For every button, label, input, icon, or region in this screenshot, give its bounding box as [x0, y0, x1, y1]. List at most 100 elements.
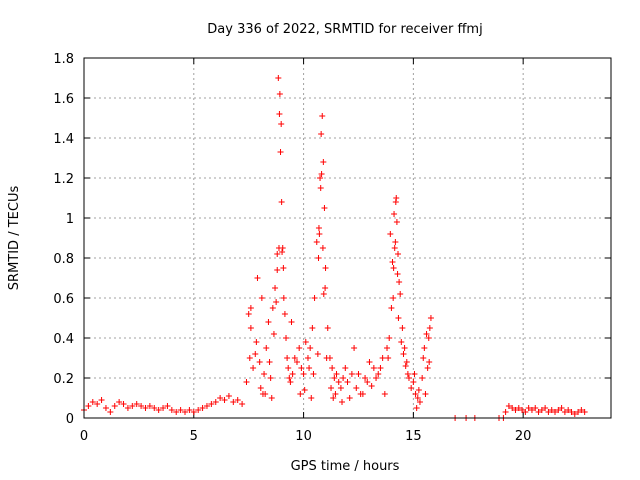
data-point	[346, 395, 353, 401]
data-point	[377, 365, 384, 371]
data-point	[243, 379, 250, 385]
y-tick-label: 1.6	[53, 92, 74, 107]
data-point	[94, 401, 101, 407]
data-point	[278, 199, 285, 205]
data-point	[408, 385, 415, 391]
data-point	[581, 409, 588, 415]
data-point	[298, 365, 305, 371]
data-point	[296, 345, 303, 351]
data-point	[379, 355, 386, 361]
data-point	[552, 409, 559, 415]
data-point	[259, 391, 266, 397]
y-tick-label: 0.6	[53, 292, 74, 307]
data-point	[545, 409, 552, 415]
data-point	[168, 407, 175, 413]
data-point	[203, 403, 210, 409]
data-point	[502, 409, 509, 415]
data-point	[107, 409, 114, 415]
data-point	[320, 159, 327, 165]
data-point	[309, 325, 316, 331]
data-point	[146, 403, 153, 409]
x-tick-label: 5	[190, 429, 198, 444]
x-tick-label: 15	[405, 429, 422, 444]
data-point	[333, 371, 340, 377]
data-point	[387, 231, 394, 237]
data-point	[568, 409, 575, 415]
data-point	[535, 409, 542, 415]
data-point	[177, 407, 184, 413]
data-point	[261, 371, 268, 377]
data-point	[395, 251, 402, 257]
data-point	[311, 295, 318, 301]
data-point	[340, 375, 347, 381]
data-point	[404, 371, 411, 377]
data-point	[388, 305, 395, 311]
data-point	[253, 339, 260, 345]
data-point	[342, 365, 349, 371]
data-point	[389, 259, 396, 265]
data-point	[366, 359, 373, 365]
data-point	[393, 219, 400, 225]
x-axis-label: GPS time / hours	[291, 459, 400, 474]
data-point	[246, 355, 253, 361]
data-point	[415, 387, 422, 393]
data-point	[405, 375, 412, 381]
data-point	[277, 149, 284, 155]
data-point	[280, 265, 287, 271]
data-point	[399, 325, 406, 331]
data-point	[288, 319, 295, 325]
data-point	[322, 285, 329, 291]
data-point	[373, 375, 380, 381]
data-point	[414, 395, 421, 401]
data-point	[391, 245, 398, 251]
data-point	[425, 335, 432, 341]
data-point	[151, 405, 158, 411]
data-point	[283, 335, 290, 341]
data-point	[324, 325, 331, 331]
data-point	[320, 291, 327, 297]
data-point	[250, 365, 257, 371]
data-point	[293, 359, 300, 365]
data-point	[195, 407, 202, 413]
data-point	[351, 345, 358, 351]
data-point	[208, 401, 215, 407]
y-tick-label: 0.8	[53, 252, 74, 267]
data-point	[364, 379, 371, 385]
data-point	[276, 111, 283, 117]
data-point	[289, 371, 296, 377]
data-point	[411, 371, 418, 377]
chart-title: Day 336 of 2022, SRMTID for receiver ffm…	[207, 22, 482, 37]
data-point	[116, 399, 123, 405]
data-point	[85, 403, 92, 409]
data-point	[328, 385, 335, 391]
data-point	[256, 359, 263, 365]
data-point	[268, 395, 275, 401]
data-point	[512, 407, 519, 413]
y-axis-label: SRMTID / TECUs	[7, 186, 22, 291]
data-point	[111, 403, 118, 409]
grid	[84, 58, 611, 418]
data-point	[281, 311, 288, 317]
data-point	[413, 405, 420, 411]
data-point	[385, 355, 392, 361]
x-tick-label: 20	[515, 429, 532, 444]
plot-frame	[83, 57, 612, 419]
data-point	[274, 267, 281, 273]
data-point	[285, 365, 292, 371]
data-point	[375, 371, 382, 377]
data-point	[133, 401, 140, 407]
data-point	[323, 355, 330, 361]
data-point	[390, 265, 397, 271]
y-tick-label: 0.2	[53, 372, 74, 387]
data-point	[422, 391, 429, 397]
data-point	[252, 351, 259, 357]
data-point	[301, 387, 308, 393]
data-point	[247, 305, 254, 311]
data-point	[362, 375, 369, 381]
data-point	[315, 255, 322, 261]
data-point	[217, 395, 224, 401]
data-point	[275, 245, 282, 251]
data-point	[316, 231, 323, 237]
data-point	[393, 195, 400, 201]
data-point	[558, 405, 565, 411]
